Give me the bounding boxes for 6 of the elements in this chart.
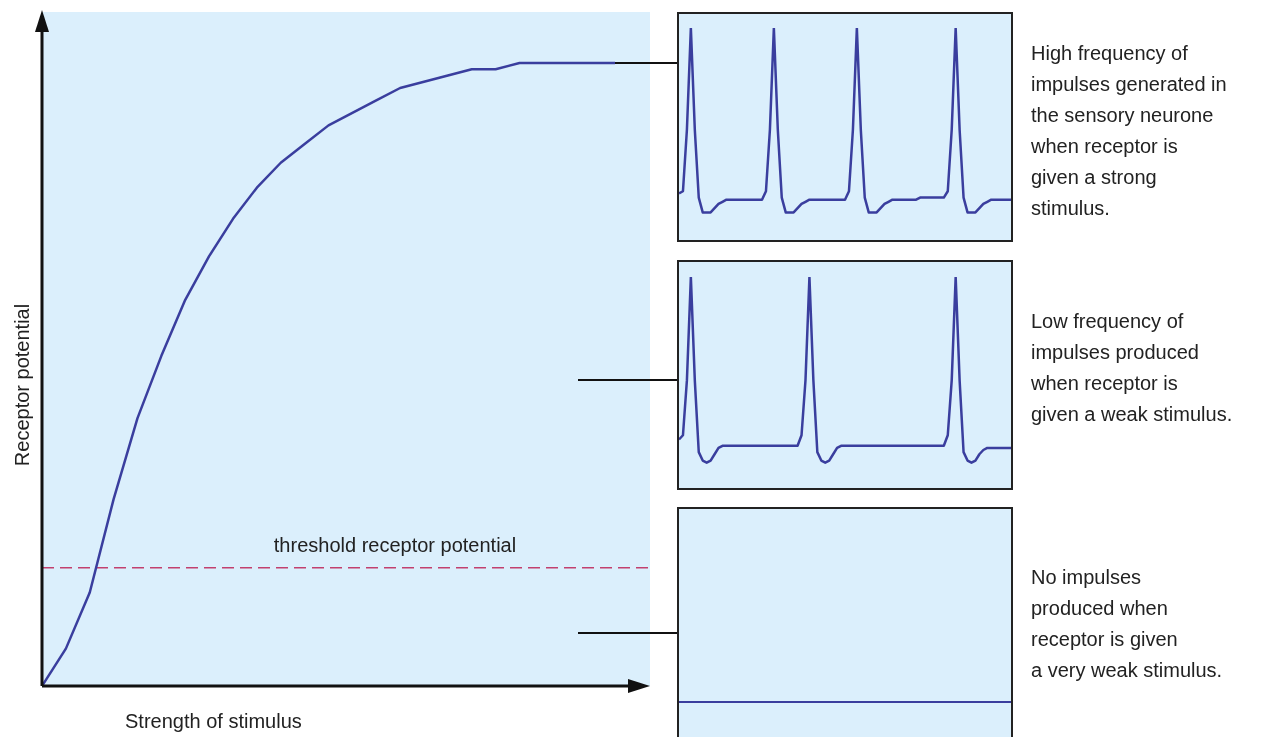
y-axis-title: Receptor potential — [10, 303, 34, 467]
ref-line-label: threshold receptor potential — [273, 533, 517, 556]
x-axis-title: Strength of stimulus — [125, 710, 302, 733]
text: Low frequency of impulses produced when receptor is given a weak stimulus. — [1031, 309, 1233, 427]
text: High frequency of impulses generated in the sensory neurone when receptor is given a strong stimulus. — [1031, 41, 1227, 221]
text: No impulses produced when receptor is given a very weak stimulus. — [1031, 565, 1223, 683]
